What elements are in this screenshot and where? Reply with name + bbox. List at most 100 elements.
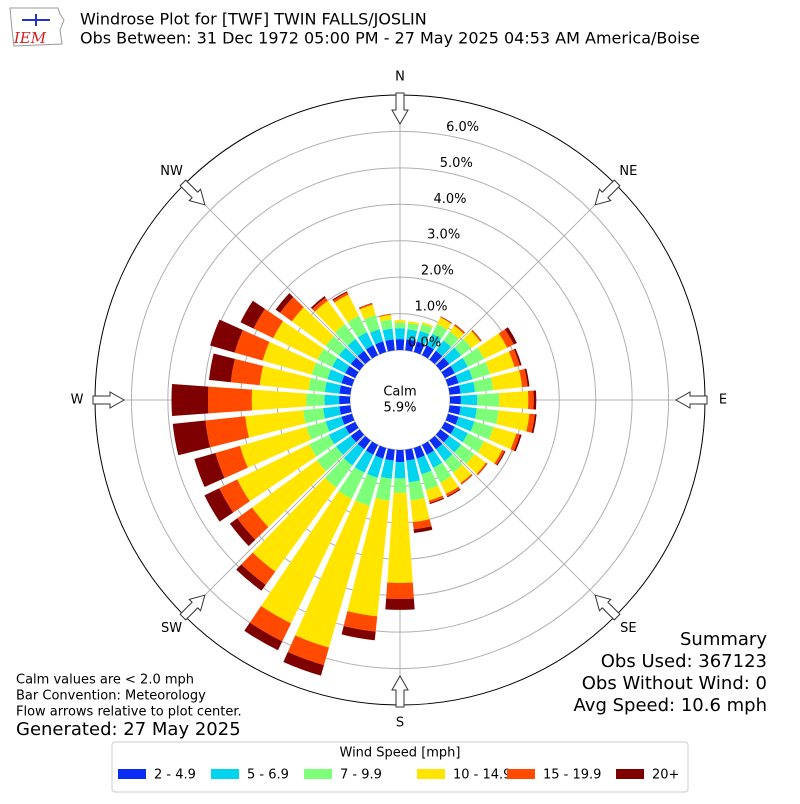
bar-segment [407, 323, 419, 331]
bar-segment [425, 485, 443, 501]
flow-arrow [391, 674, 409, 708]
flow-arrow [92, 391, 126, 409]
spoke [435, 435, 617, 617]
bar-segment [317, 348, 338, 367]
generated: Generated: 27 May 2025 [16, 719, 241, 740]
bar-segment [338, 347, 357, 365]
bar-segment [406, 459, 421, 483]
bar-segment [421, 322, 433, 328]
r-tick-label: 5.0% [440, 156, 473, 171]
bar-segment [347, 338, 365, 357]
r-tick-label: 3.0% [427, 228, 460, 243]
bar-segment [445, 486, 460, 497]
bar-segment [519, 368, 528, 388]
bar-segment [205, 416, 249, 448]
legend-label: 7 - 9.9 [340, 768, 382, 783]
note: Bar Convention: Meteorology [16, 689, 206, 704]
bar-segment [262, 341, 317, 375]
flow-arrow [179, 594, 206, 621]
bar-segment [421, 345, 435, 359]
bar-segment [251, 389, 307, 411]
bar-segment [441, 421, 455, 435]
bar-segment [382, 328, 394, 341]
bar-segment [370, 329, 384, 345]
bar-segment [426, 450, 443, 468]
bar-segment [490, 370, 523, 391]
bar-segment [443, 347, 462, 365]
bar-segment [455, 416, 475, 432]
bar-segment [237, 507, 269, 540]
bar-segment [449, 395, 461, 405]
bar-segment [324, 381, 341, 394]
bar-segment [441, 365, 455, 379]
bar-segment [194, 452, 225, 488]
bar-segment [365, 441, 379, 455]
plot-area: 0.0% 1.0% 2.0% 3.0% 4.0% 5.0% 6.0% N NE E SE S SW W NW [71, 70, 728, 731]
bar-segment [312, 297, 328, 312]
bar-segment [341, 413, 355, 425]
bar-segment [314, 300, 345, 333]
bar-segment [412, 519, 432, 530]
bar-segment [421, 470, 439, 491]
bar-segment [339, 405, 352, 415]
legend-label: 2 - 4.9 [154, 768, 196, 783]
bar-segment [324, 458, 353, 488]
bar-segment [498, 329, 514, 348]
bar-segment [444, 454, 463, 473]
legend-swatch [118, 769, 146, 779]
compass-label: NW [160, 164, 183, 179]
bar-segment [335, 435, 357, 455]
bar-segment [385, 448, 395, 461]
bar-segment [395, 339, 405, 351]
chart-subtitle: Obs Between: 31 Dec 1972 05:00 PM - 27 M… [80, 29, 700, 48]
bar-segment [443, 435, 462, 453]
bar-segment [283, 652, 324, 676]
bar-segment [513, 434, 522, 452]
bar-segment [234, 330, 270, 361]
bar-segment [504, 327, 517, 345]
bar-segment [454, 338, 472, 356]
bar-segment [471, 330, 482, 342]
bar-segment [215, 445, 248, 479]
flow-arrow-shape [391, 674, 409, 708]
bar-segment [350, 429, 365, 443]
bar-segment [385, 598, 415, 610]
bar-segment [408, 321, 420, 325]
bar-segment [468, 361, 491, 380]
bar-segment [393, 478, 407, 493]
bar-segment [508, 349, 520, 368]
bar-segment [460, 473, 473, 485]
bar-segment [343, 443, 365, 466]
legend-box [111, 741, 689, 793]
bar-segment [485, 351, 515, 375]
bar-segment [239, 426, 312, 468]
bar-segment [385, 339, 395, 352]
bar-segment [341, 625, 376, 641]
bar-segment [338, 467, 365, 499]
bar-segment [241, 552, 276, 585]
flow-arrow [674, 391, 708, 409]
flow-arrow [594, 594, 621, 621]
bar-segment [339, 395, 351, 405]
r-tick-label: 2.0% [421, 264, 454, 279]
bar-segment [494, 449, 505, 466]
flow-arrow-shape [179, 594, 206, 621]
bar-segment [355, 473, 378, 506]
bar-segment [375, 476, 392, 501]
bar-segment [437, 317, 452, 330]
bar-segment [477, 393, 500, 407]
bar-segment [426, 333, 442, 350]
bar-segment [435, 340, 452, 357]
bar-segment [477, 463, 488, 476]
bar-segment [343, 611, 378, 632]
bar-segment [395, 449, 405, 463]
bar-segment [334, 324, 356, 346]
bar-segment [477, 441, 503, 464]
flow-arrow-shape [594, 594, 621, 621]
bar-segment [448, 385, 461, 395]
compass-label: NE [619, 164, 637, 179]
bar-segment [245, 410, 306, 438]
r-tick-label: 4.0% [433, 192, 466, 207]
bar-segment [429, 435, 443, 450]
